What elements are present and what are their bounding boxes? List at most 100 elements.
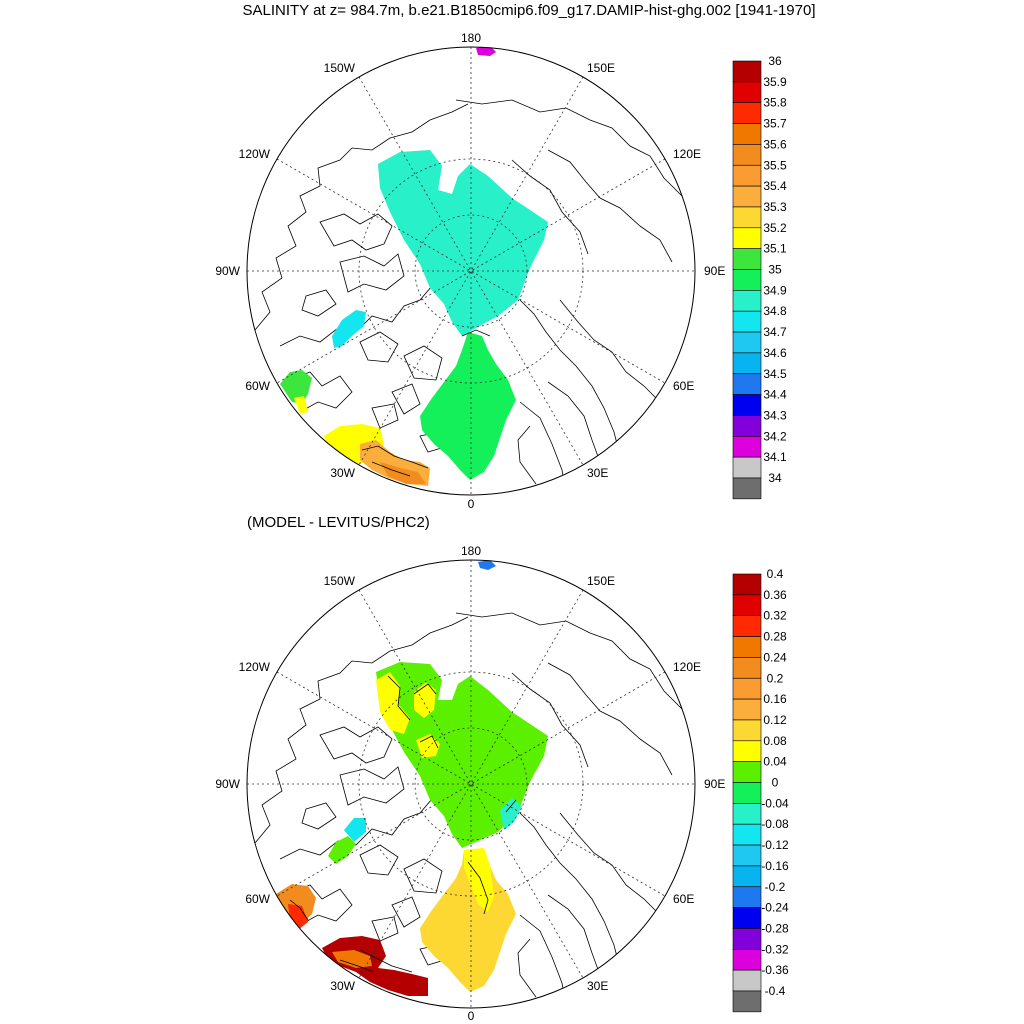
top-colorbar-swatch [732,352,762,375]
top-colorbar-tick-label: 34.5 [763,367,787,381]
top-colorbar-tick-label: 35.2 [763,221,787,235]
bottom-colorbar-tick-label: -0.04 [761,796,789,810]
top-colorbar-tick-label: 34.6 [763,346,787,360]
top-graticule [247,47,695,495]
top-colorbar-swatch [732,123,762,145]
top-map-boundary [246,46,696,496]
bottom-colorbar-tick-label: 0.28 [763,630,787,644]
bottom-colorbar-swatch [732,803,762,825]
bottom-colorbar-tick-label: -0.12 [761,838,789,852]
top-colorbar-swatch [732,164,762,187]
bottom-colorbar-swatch [732,761,762,783]
bering-anomaly-blue [478,560,496,570]
bottom-colorbar-swatch [732,969,762,992]
bottom-colorbar-tick-label: 0.4 [767,567,784,581]
bottom-colorbar-swatch [732,865,762,888]
bottom-colorbar-tick-label: 0.08 [763,734,787,748]
bottom-colorbar-tick-label: 0.04 [763,755,787,769]
bottom-colorbar: 0.4 0.36 0.32 0.28 0.24 0.2 0.16 0.12 0.08 0.04 0 -… [732,567,789,1013]
top-colorbar-tick-label: 35.8 [763,96,787,110]
bottom-colorbar-tick-label: -0.08 [761,817,789,831]
bottom-colorbar-swatch [732,886,762,908]
bottom-colorbar-tick-label: -0.36 [761,963,789,977]
top-colorbar-tick-label: 35.7 [763,117,787,131]
bottom-lon-label-120w: 120W [239,660,271,674]
baffin-anomaly-green [328,836,356,864]
bottom-lon-label-30w: 30W [330,979,355,993]
top-lon-label-150w: 150W [324,61,356,75]
top-colorbar-swatch [732,102,762,124]
bottom-lon-label-180: 180 [461,544,481,558]
bottom-lon-label-120e: 120E [673,660,701,674]
top-lon-label-90w: 90W [215,264,240,278]
top-colorbar-swatch [732,477,762,500]
top-map: 180 0 90W 90E 150W 150E 120W 120E 60W 60… [215,31,725,511]
bottom-colorbar-swatch [732,740,762,762]
top-lon-label-180: 180 [461,31,481,45]
bottom-lon-label-150e: 150E [587,574,615,588]
bottom-lon-label-30e: 30E [587,979,608,993]
top-colorbar-swatch [732,60,762,83]
bottom-colorbar-tick-label: 0.2 [767,671,784,685]
top-lon-label-90e: 90E [704,264,725,278]
bottom-colorbar-swatch [732,823,762,846]
top-colorbar-tick-label: 35 [768,263,782,277]
bottom-colorbar-swatch [732,907,762,929]
bottom-lon-label-90e: 90E [704,777,725,791]
bottom-lon-label-60e: 60E [673,892,694,906]
top-colorbar-tick-label: 35.6 [763,137,787,151]
bottom-anomaly-fields [276,560,548,996]
bottom-colorbar-swatch [732,636,762,658]
bottom-lon-label-0: 0 [468,1009,475,1023]
top-colorbar-tick-label: 34.7 [763,325,787,339]
top-colorbar-swatch [732,373,762,395]
top-colorbar-swatch [732,248,762,270]
bottom-colorbar-swatch [732,698,762,721]
top-colorbar-swatch [732,331,762,354]
top-colorbar-tick-label: 35.3 [763,200,787,214]
panel-subtitle: (MODEL - LEVITUS/PHC2) [247,514,430,531]
bottom-colorbar-swatch [732,990,762,1013]
top-salinity-fields [280,47,548,486]
top-lon-label-30w: 30W [330,466,355,480]
top-colorbar-swatch [732,81,762,103]
bottom-graticule [247,560,695,1008]
bottom-contours [289,675,517,973]
baffin-anomaly-cyan [344,818,366,842]
bottom-colorbar-tick-label: -0.4 [765,984,786,998]
nordic-seas-field [420,332,516,480]
top-colorbar-tick-label: 34.8 [763,304,787,318]
arctic-anomaly-field [376,662,548,848]
bottom-lon-label-150w: 150W [324,574,356,588]
bottom-colorbar-swatch [732,594,762,616]
top-colorbar-tick-label: 35.4 [763,179,787,193]
top-lon-label-0: 0 [468,497,475,511]
arctic-yellow-patch-2 [414,682,436,718]
bottom-colorbar-tick-label: 0.32 [763,609,787,623]
arctic-basin-field [378,150,548,336]
top-contours [361,329,491,477]
bottom-colorbar-tick-label: 0.36 [763,588,787,602]
bottom-colorbar-swatch [732,573,762,596]
top-colorbar-tick-label: 34.9 [763,283,787,297]
top-colorbar-swatch [732,290,762,312]
top-colorbar-tick-label: 34.4 [763,388,787,402]
baffin-bay-field [332,310,366,348]
top-colorbar-swatch [732,394,762,416]
top-lon-label-120w: 120W [239,147,271,161]
arctic-cyan-edge [500,798,522,830]
top-colorbar-swatch [732,144,762,166]
top-lon-label-120e: 120E [673,147,701,161]
top-colorbar-tick-label: 34.3 [763,408,787,422]
top-colorbar-swatch [732,227,762,249]
bottom-colorbar-tick-label: 0.16 [763,692,787,706]
bottom-colorbar-swatch [732,657,762,679]
top-colorbar: 36 35.9 35.8 35.7 35.6 35.5 35.4 35.3 35.2 35.1 35… [732,54,787,500]
top-colorbar-tick-label: 35.5 [763,158,787,172]
bottom-colorbar-swatch [732,615,762,637]
labrador-sea-field [280,370,312,404]
top-colorbar-swatch [732,456,762,479]
bottom-colorbar-swatch [732,844,762,867]
bottom-map-boundary [246,559,696,1009]
north-atlantic-orange [332,950,372,968]
